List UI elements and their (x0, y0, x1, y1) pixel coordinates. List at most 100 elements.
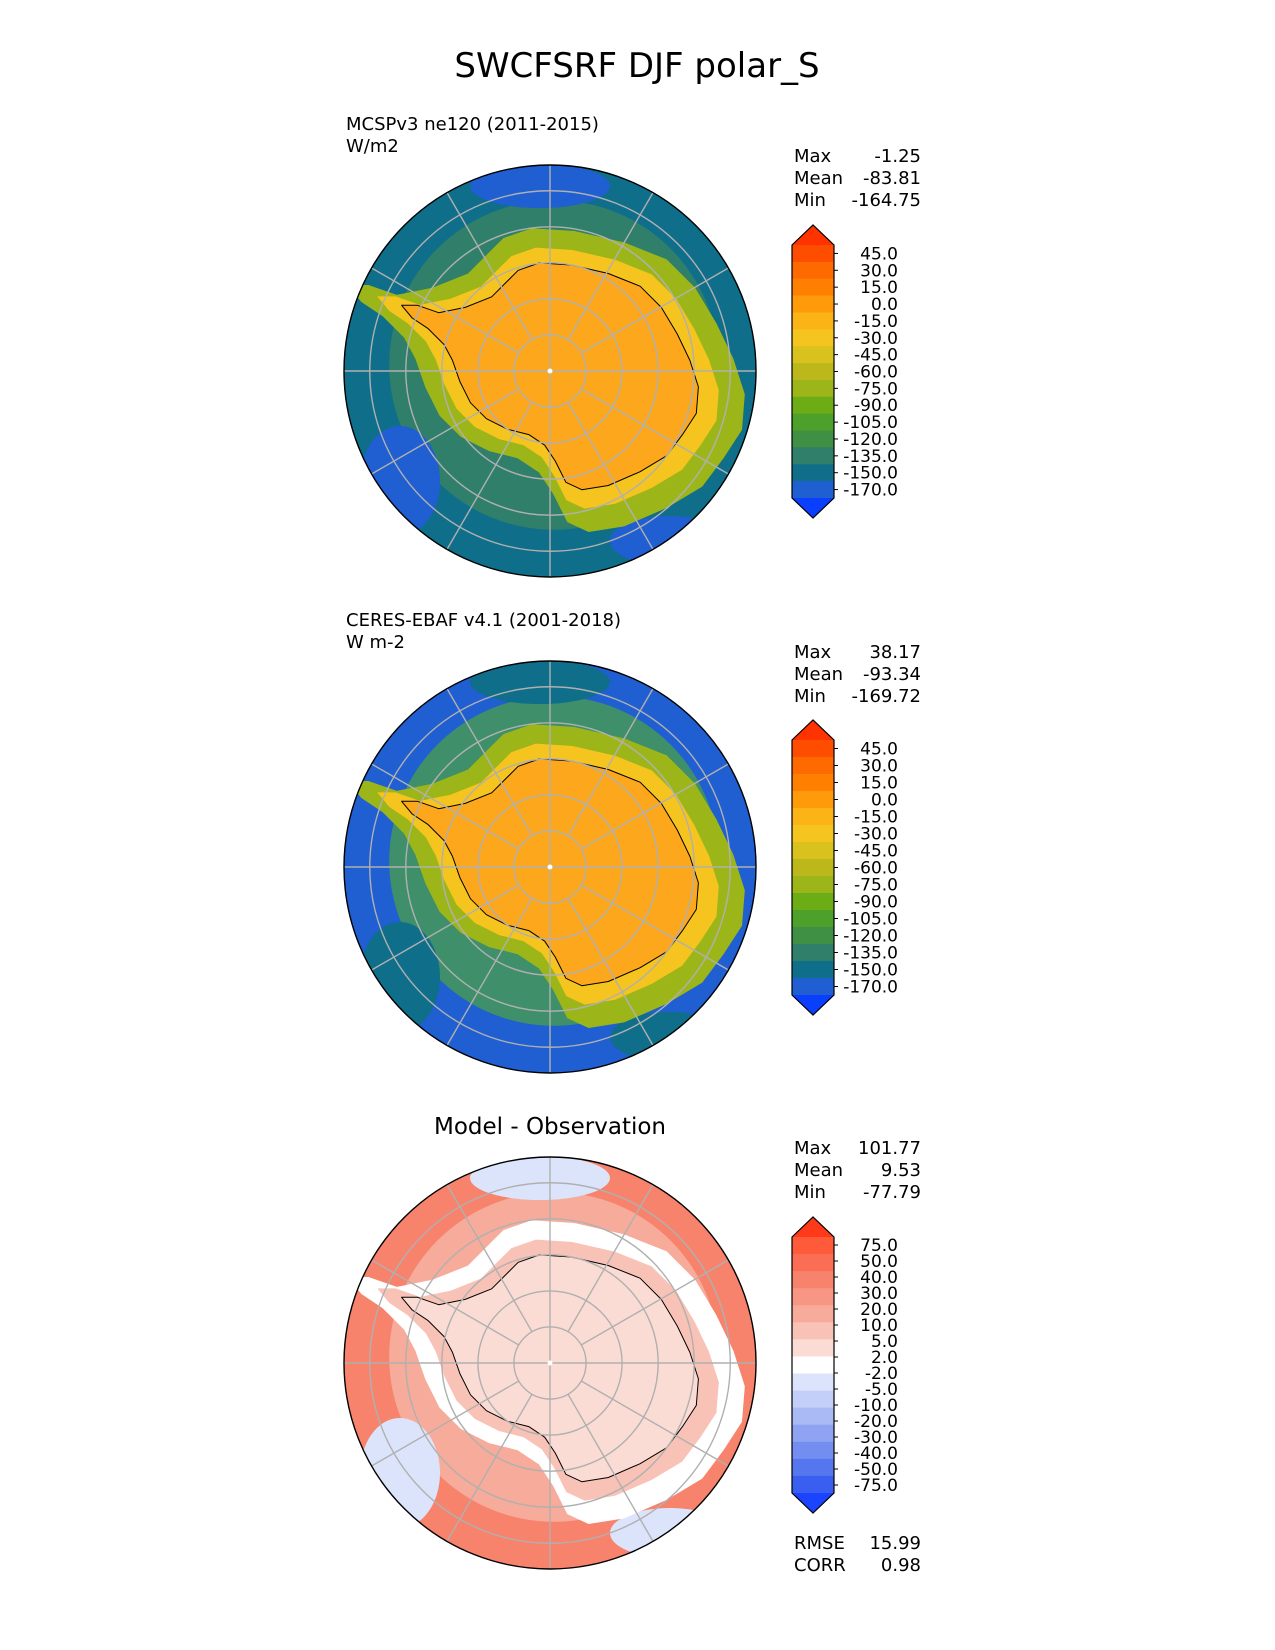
colorbar-segment (792, 396, 834, 415)
colorbar-tick-label: -5.0 (865, 1380, 898, 1400)
colorbar-segment (792, 245, 834, 263)
colorbar-tick-label: -2.0 (865, 1364, 898, 1384)
stat-value: 9.53 (881, 1160, 921, 1181)
field-patch (360, 1418, 440, 1528)
colorbar-segment (792, 978, 834, 996)
colorbar-tick-label: -90.0 (854, 893, 898, 913)
stat-label: Min (794, 686, 826, 707)
panel-units: W/m2 (346, 136, 399, 157)
colorbar-segment (792, 1322, 834, 1340)
colorbar-tick-label: 30.0 (860, 757, 898, 777)
colorbar-tick-label: 50.0 (860, 1252, 898, 1272)
colorbar-tick-label: -90.0 (854, 396, 898, 416)
colorbar-tick-label: -60.0 (854, 363, 898, 383)
colorbar-segment (792, 329, 834, 347)
colorbar-tick-label: -45.0 (854, 346, 898, 366)
stat-value: 38.17 (869, 642, 921, 663)
colorbar-tick-label: -50.0 (854, 1460, 898, 1480)
panel-diff: Model - Observation Max 101.77 Mean 9.53 Min -… (343, 1114, 921, 1576)
colorbar-segment (792, 944, 834, 962)
colorbar-segment (792, 430, 834, 448)
colorbar-tick-label: -120.0 (843, 430, 898, 450)
colorbar-segment (792, 447, 834, 465)
stat-value: -164.75 (852, 190, 921, 211)
colorbar-tick-label: 20.0 (860, 1300, 898, 1320)
colorbar-segment (792, 1254, 834, 1272)
stat-label: Mean (794, 168, 843, 189)
colorbar-segment (792, 1339, 834, 1357)
colorbar-segment (792, 893, 834, 911)
colorbar-tick-label: 30.0 (860, 1284, 898, 1304)
colorbar-tick-label: 5.0 (871, 1332, 898, 1352)
colorbar-tick-label: -135.0 (843, 944, 898, 964)
map-border (343, 1156, 757, 1570)
stat-value: -93.34 (863, 664, 921, 685)
colorbar-segment (792, 312, 834, 330)
colorbar-tick-label: -75.0 (854, 876, 898, 896)
colorbar-segment (792, 1458, 834, 1477)
colorbar-tick-label: 45.0 (860, 740, 898, 760)
colorbar-tick-label: -10.0 (854, 1396, 898, 1416)
stat-value: 101.77 (858, 1138, 921, 1159)
stat-label: Max (794, 642, 832, 663)
colorbar-tick-label: 40.0 (860, 1268, 898, 1288)
pole-marker (547, 864, 553, 870)
colorbar-tick-label: -20.0 (854, 1412, 898, 1432)
colorbar-segment (792, 295, 834, 313)
panel-title: Model - Observation (434, 1114, 666, 1140)
colorbar-tick-label: -30.0 (854, 1428, 898, 1448)
colorbar-extend-top (792, 1217, 834, 1237)
colorbar-segment (792, 413, 834, 432)
panel-subtitle: CERES-EBAF v4.1 (2001-2018) (346, 610, 621, 631)
colorbar-tick-label: -170.0 (843, 481, 898, 501)
colorbar-tick-label: -75.0 (854, 1476, 898, 1496)
stat-value: -169.72 (852, 686, 921, 707)
colorbar-extend-top (792, 225, 834, 245)
colorbar-tick-label: -120.0 (843, 927, 898, 947)
stat-label: Max (794, 146, 832, 167)
colorbar-segment (792, 261, 834, 280)
colorbar-tick-label: 15.0 (860, 278, 898, 298)
colorbar-segment (792, 927, 834, 945)
colorbar-segment (792, 1271, 834, 1289)
colorbar-segment (792, 1305, 834, 1323)
colorbar-segment (792, 1407, 834, 1426)
map-border (343, 660, 757, 1074)
colorbar-segment (792, 825, 834, 843)
stat-value: 15.99 (869, 1533, 921, 1554)
colorbar-segment (792, 774, 834, 792)
colorbar-segment (792, 961, 834, 979)
pole-marker (547, 1360, 553, 1366)
colorbar-tick-label: -170.0 (843, 978, 898, 998)
panel-subtitle: MCSPv3 ne120 (2011-2015) (346, 114, 599, 135)
colorbar-tick-label: -105.0 (843, 413, 898, 433)
colorbar-tick-label: 15.0 (860, 774, 898, 794)
colorbar-tick-label: -105.0 (843, 910, 898, 930)
colorbar-frame (791, 719, 835, 1016)
stat-label: Mean (794, 664, 843, 685)
stat-label: CORR (794, 1555, 846, 1576)
colorbar-segment (792, 910, 834, 928)
colorbar-segment (792, 278, 834, 297)
colorbar-tick-label: 0.0 (871, 791, 898, 811)
colorbar: 75.050.040.030.020.010.05.02.0-2.0-5.0-1… (791, 1216, 898, 1514)
colorbar-extend-bottom (792, 1493, 834, 1513)
colorbar-segment (792, 859, 834, 877)
polar-map (344, 661, 756, 1073)
colorbar-segment (792, 1356, 834, 1375)
graticule (344, 165, 756, 577)
polar-map (344, 165, 756, 577)
panel-model: MCSPv3 ne120 (2011-2015)W/m2 Max -1.25 Mean… (343, 114, 921, 578)
colorbar-extend-bottom (792, 498, 834, 518)
colorbar-segment (792, 481, 834, 499)
stat-label: Mean (794, 1160, 843, 1181)
colorbar-frame (791, 224, 835, 519)
colorbar-segment (792, 1373, 834, 1392)
colorbar-tick-label: -75.0 (854, 379, 898, 399)
colorbar: 45.030.015.00.0-15.0-30.0-45.0-60.0-75.0… (791, 224, 898, 519)
graticule (344, 661, 756, 1073)
colorbar-tick-label: 45.0 (860, 244, 898, 264)
colorbar-tick-label: -30.0 (854, 329, 898, 349)
field-patch (360, 426, 440, 536)
